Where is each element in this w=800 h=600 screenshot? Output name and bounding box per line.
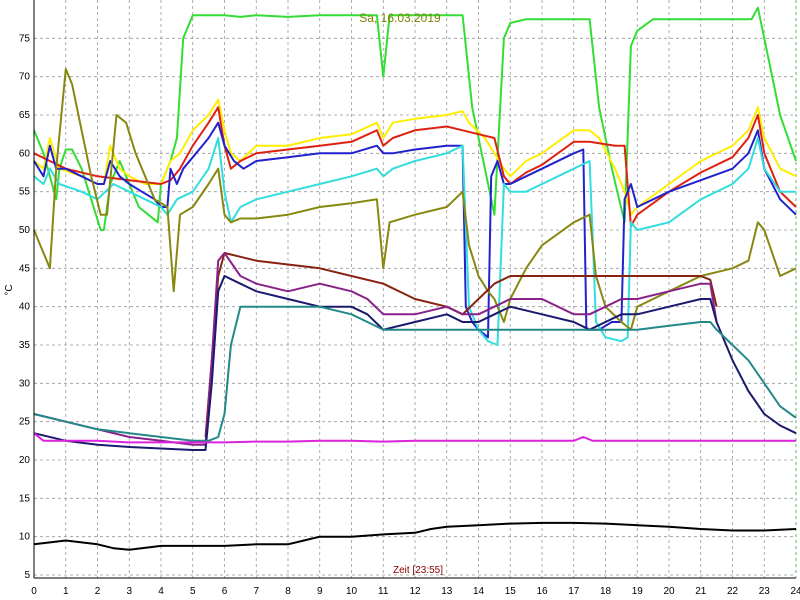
series-line-11 <box>33 432 796 444</box>
x-tick-label: 1 <box>63 586 69 597</box>
x-tick-label: 3 <box>126 586 132 597</box>
x-axis-label: Zeit [23:55] <box>393 565 443 576</box>
series-layer <box>33 6 797 551</box>
series-line-9 <box>33 275 797 451</box>
series-line-4 <box>33 121 797 339</box>
y-tick-labels: 5 10 15 20 25 30 35 40 45 50 55 60 65 70 75 <box>19 33 31 581</box>
series-line-10 <box>33 305 797 442</box>
x-tick-label: 6 <box>222 586 228 597</box>
y-tick-label: 20 <box>19 455 31 466</box>
series-line-3 <box>33 106 797 228</box>
x-tick-label: 14 <box>473 586 485 597</box>
y-tick-label: 15 <box>19 493 31 504</box>
y-tick-label: 40 <box>19 302 31 313</box>
y-tick-label: 30 <box>19 378 31 389</box>
grid-lines <box>34 0 797 578</box>
x-tick-label: 23 <box>759 586 771 597</box>
x-tick-label: 17 <box>568 586 580 597</box>
x-tick-label: 5 <box>190 586 196 597</box>
series-line-8 <box>33 252 718 446</box>
x-tick-label: 18 <box>600 586 612 597</box>
x-tick-label: 15 <box>505 586 517 597</box>
x-tick-label: 0 <box>31 586 37 597</box>
y-tick-label: 10 <box>19 532 31 543</box>
x-tick-label: 24 <box>790 586 800 597</box>
y-tick-label: 50 <box>19 225 31 236</box>
x-tick-label: 19 <box>632 586 644 597</box>
y-tick-label: 45 <box>19 263 31 274</box>
x-tick-label: 9 <box>317 586 323 597</box>
series-line-5 <box>33 137 796 346</box>
x-tick-label: 8 <box>285 586 291 597</box>
series-line-6 <box>33 68 797 331</box>
x-tick-label: 4 <box>158 586 164 597</box>
x-tick-label: 7 <box>253 586 259 597</box>
x-tick-label: 16 <box>536 586 548 597</box>
chart-title: Sa, 16.03.2019 <box>359 11 441 25</box>
x-tick-label: 22 <box>727 586 739 597</box>
series-line-1 <box>33 6 797 231</box>
y-tick-label: 55 <box>19 187 31 198</box>
y-tick-label: 70 <box>19 72 31 83</box>
x-tick-label: 11 <box>378 586 389 597</box>
y-tick-label: 75 <box>19 33 31 44</box>
x-tick-labels: 0 1 2 3 4 5 6 7 8 9 10 11 12 13 14 15 16 17 18 19 20 21 22 23 24 <box>31 586 800 597</box>
y-tick-label: 65 <box>19 110 31 121</box>
x-tick-label: 10 <box>346 586 358 597</box>
x-tick-label: 2 <box>95 586 101 597</box>
y-tick-label: 5 <box>24 570 30 581</box>
y-tick-label: 25 <box>19 417 31 428</box>
series-line-2 <box>33 98 797 216</box>
series-line-12 <box>33 521 797 551</box>
y-tick-label: 35 <box>19 340 31 351</box>
x-tick-label: 21 <box>695 586 707 597</box>
x-tick-label: 20 <box>663 586 675 597</box>
x-tick-label: 13 <box>441 586 453 597</box>
y-axis-label: °C <box>4 284 15 295</box>
y-tick-label: 60 <box>19 148 31 159</box>
x-tick-label: 12 <box>409 586 421 597</box>
